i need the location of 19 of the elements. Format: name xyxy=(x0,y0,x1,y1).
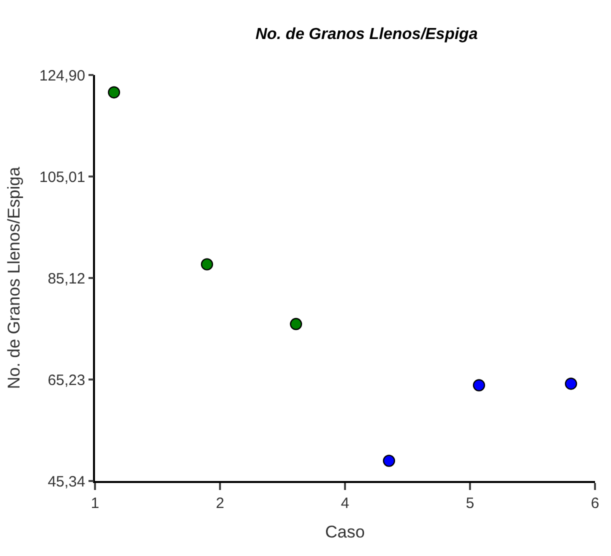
y-tick-label: 45,34 xyxy=(48,473,86,490)
chart-title: No. de Granos Llenos/Espiga xyxy=(255,26,478,43)
point xyxy=(290,318,302,330)
x-tick-label: 1 xyxy=(90,494,100,512)
y-tick-label: 124,90 xyxy=(39,67,86,84)
y-axis-title: No. de Granos Llenos/Espiga xyxy=(4,166,24,390)
y-tick-label: 65,23 xyxy=(48,372,86,389)
point xyxy=(472,379,486,392)
x-tick-label: 4 xyxy=(340,494,350,512)
y-tick-label: 105,01 xyxy=(39,168,86,186)
x-tick-label: 6 xyxy=(590,494,600,512)
y-tick-label: 85,12 xyxy=(48,270,86,288)
x-tick-label: 2 xyxy=(216,494,224,512)
point xyxy=(108,86,120,98)
point xyxy=(200,258,214,270)
x-axis-title: Caso xyxy=(325,522,365,542)
x-tick-label: 5 xyxy=(466,494,474,512)
point xyxy=(382,454,396,467)
point xyxy=(564,378,578,390)
